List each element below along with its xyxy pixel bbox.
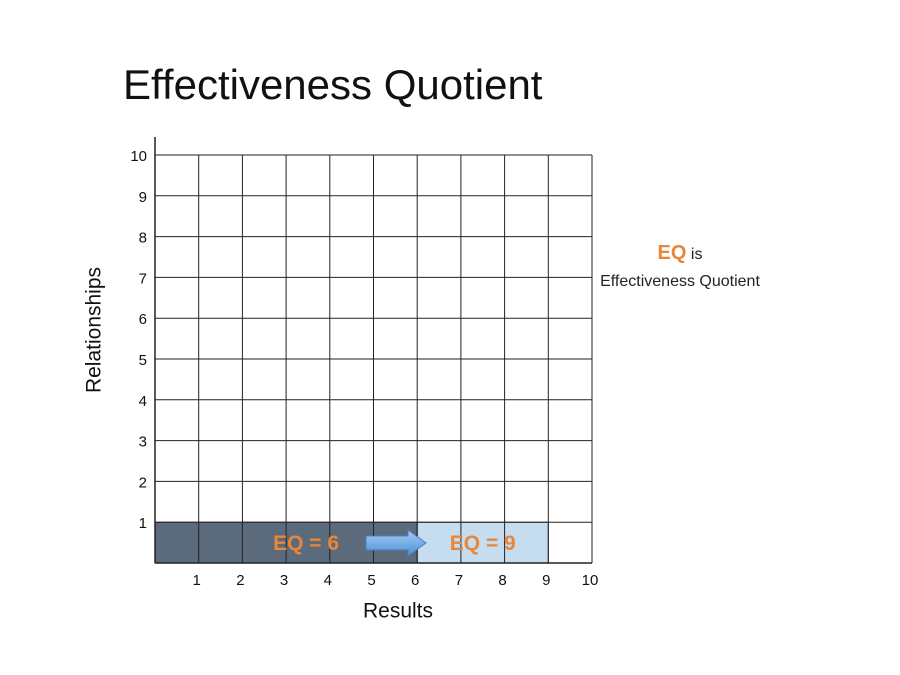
y-axis-label: Relationships xyxy=(83,267,106,393)
x-tick-label: 3 xyxy=(280,572,288,589)
y-tick-label: 6 xyxy=(139,311,147,328)
x-tick-label: 10 xyxy=(582,572,599,589)
chart-title: Effectiveness Quotient xyxy=(123,61,543,108)
eq-rect xyxy=(416,521,549,564)
y-tick-label: 4 xyxy=(139,393,147,410)
note-term: EQ xyxy=(657,242,687,264)
x-tick-label: 5 xyxy=(367,572,375,589)
x-tick-label: 2 xyxy=(236,572,244,589)
note: EQ is Effectiveness Quotient xyxy=(600,240,760,295)
y-tick-label: 1 xyxy=(139,515,147,532)
rect-label: EQ = 9 xyxy=(450,532,516,555)
x-tick-label: 6 xyxy=(411,572,419,589)
plot-area: 1 2 3 4 5 6 7 8 9 10 1 2 3 4 5 6 7 8 9 10 EQ = 6 EQ = 9 xyxy=(130,137,598,589)
x-axis-label: Results xyxy=(363,600,433,623)
y-tick-label: 3 xyxy=(139,434,147,451)
x-tick-label: 7 xyxy=(455,572,463,589)
arrow xyxy=(365,529,427,557)
note-text: is xyxy=(690,246,703,263)
x-tick-label: 8 xyxy=(498,572,506,589)
y-tick-label: 5 xyxy=(139,352,147,369)
y-tick-label: 2 xyxy=(139,474,147,491)
x-tick-label: 4 xyxy=(324,572,332,589)
y-tick-label: 10 xyxy=(130,148,147,165)
rect-label: EQ = 6 xyxy=(273,532,339,555)
x-tick-label: 1 xyxy=(193,572,201,589)
y-tick-label: 7 xyxy=(139,270,147,287)
y-tick-label: 8 xyxy=(139,230,147,247)
note-definition: Effectiveness Quotient xyxy=(600,273,760,290)
x-tick-label: 9 xyxy=(542,572,550,589)
y-tick-label: 9 xyxy=(139,189,147,206)
